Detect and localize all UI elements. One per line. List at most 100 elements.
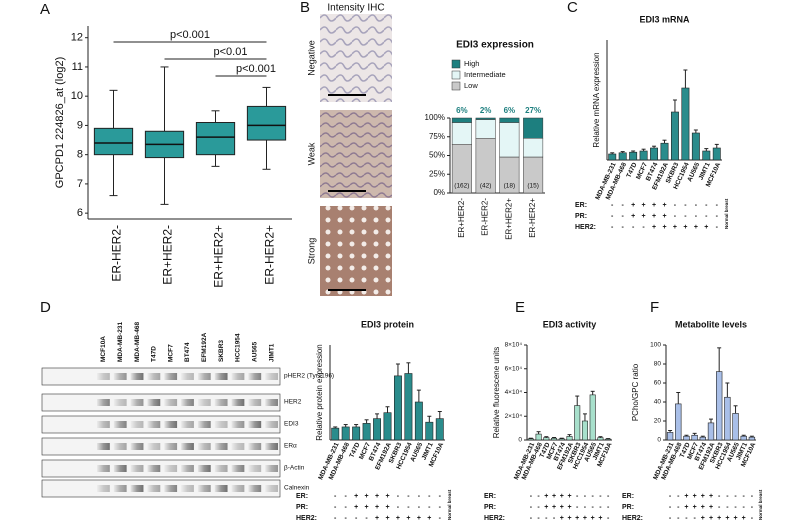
sign: -: [705, 213, 708, 220]
y-tick-label: 11: [72, 61, 83, 73]
y-tick-label: 20: [654, 418, 662, 425]
blot-band: [231, 373, 245, 380]
blot-band: [113, 373, 127, 380]
sign: -: [599, 504, 602, 511]
sign: -: [584, 504, 587, 511]
blot-band: [231, 485, 245, 492]
y-axis-label: Relative protein expression: [315, 344, 324, 441]
bar: [566, 436, 573, 441]
blot-band: [130, 373, 144, 380]
bar: [707, 422, 715, 441]
sign: +: [701, 504, 705, 511]
blot-band: [231, 421, 245, 428]
y-axis-label: Relative mRNA expression: [592, 52, 601, 147]
sign: +: [662, 213, 666, 220]
blot-row: [41, 415, 281, 434]
blot-band: [147, 421, 161, 428]
bar: [605, 438, 612, 441]
sign: +: [693, 493, 697, 500]
blot-band: [248, 443, 262, 450]
legend-swatch: [451, 59, 461, 69]
blot-row-label: β-Actin: [284, 465, 305, 472]
blot-band: [197, 373, 211, 380]
sign: +: [631, 202, 635, 209]
x-tick-label: ER+HER2+: [212, 225, 226, 288]
value-label: 27%: [525, 106, 541, 115]
y-tick-label: 0%: [433, 188, 445, 197]
y-tick-label: 2×10⁴: [505, 413, 523, 420]
blot-band: [181, 421, 194, 428]
bar: [691, 434, 698, 441]
blot-band: [113, 465, 127, 472]
sign: +: [583, 515, 587, 522]
sign: -: [397, 493, 400, 500]
sign: -: [407, 493, 410, 500]
panel-letter: F: [650, 299, 659, 316]
x-tick-label: ER-HER2-: [110, 225, 124, 282]
blot-band: [214, 485, 228, 492]
sign: -: [716, 202, 719, 209]
sign: -: [607, 515, 610, 522]
sign: +: [417, 515, 421, 522]
sign: +: [742, 515, 746, 522]
y-tick-label: 9: [77, 119, 83, 131]
significance-label: p<0.01: [214, 46, 248, 58]
sign: -: [397, 504, 400, 511]
blot-band: [130, 485, 144, 492]
blot-band: [248, 485, 262, 492]
sign: +: [560, 504, 564, 511]
chart-title: EDI3 activity: [543, 319, 597, 329]
bar: [724, 396, 731, 441]
sign: +: [662, 202, 666, 209]
sign: -: [716, 224, 719, 231]
blot-band: [214, 465, 228, 472]
sign: -: [751, 493, 754, 500]
bar: [543, 437, 550, 441]
blot-band: [130, 421, 144, 428]
y-tick-label: 12: [71, 32, 83, 44]
blot-band: [197, 421, 211, 428]
sign: +: [375, 504, 379, 511]
blot-lane-label: JIMT1: [268, 343, 275, 362]
ihc-image: [320, 206, 392, 296]
sign: -: [355, 515, 358, 522]
sign: -: [674, 213, 677, 220]
bar-segment: [451, 117, 472, 123]
sign: +: [652, 202, 656, 209]
sign: -: [677, 493, 680, 500]
blot-lane-label: MCF7: [167, 344, 174, 362]
bar: [414, 401, 423, 441]
blot-band: [265, 443, 278, 450]
sign: -: [334, 504, 337, 511]
sign: -: [669, 515, 672, 522]
sign: +: [662, 224, 666, 231]
blot-band: [113, 399, 127, 406]
blot-lane-label: SKBR3: [218, 340, 225, 362]
blot-band: [265, 465, 278, 472]
ihc-row-label: Weak: [306, 142, 316, 165]
x-tick-label: ER-HER2+: [263, 225, 277, 285]
bar: [650, 147, 659, 161]
value-label: 6%: [504, 106, 516, 115]
sign: -: [751, 504, 754, 511]
sign-row-label: HER2:: [484, 515, 505, 522]
sign-row-label: PR:: [484, 504, 496, 511]
bar: [608, 153, 617, 161]
sign: -: [592, 493, 595, 500]
sign: +: [560, 493, 564, 500]
chart-title: EDI3 protein: [361, 319, 414, 329]
sign: -: [607, 504, 610, 511]
sign: +: [385, 504, 389, 511]
sign: -: [418, 493, 421, 500]
sign-row-label: HER2:: [296, 515, 317, 522]
sign: -: [334, 493, 337, 500]
y-tick-label: 4×10⁴: [505, 389, 523, 396]
sign: -: [345, 515, 348, 522]
sign: -: [632, 224, 635, 231]
sign: +: [427, 515, 431, 522]
chart-title: EDI3 mRNA: [639, 14, 690, 24]
bar: [666, 432, 674, 441]
sign: +: [567, 504, 571, 511]
bar: [558, 438, 565, 441]
